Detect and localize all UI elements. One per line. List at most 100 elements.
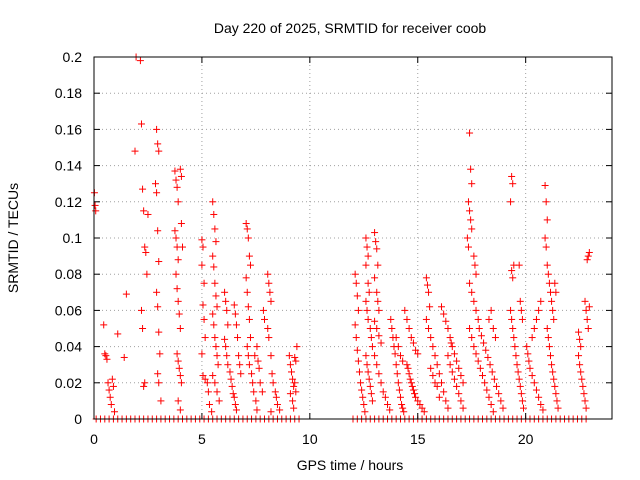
- data-point: [409, 339, 417, 347]
- data-point: [448, 343, 456, 351]
- data-point: [354, 357, 362, 365]
- x-tick-label: 0: [90, 431, 98, 447]
- data-point: [237, 370, 245, 378]
- data-point: [276, 406, 284, 414]
- data-point: [544, 270, 552, 278]
- data-point: [374, 261, 382, 269]
- data-point: [254, 357, 262, 365]
- data-point: [476, 364, 484, 372]
- data-point: [176, 165, 184, 173]
- data-point: [513, 361, 521, 369]
- data-point: [551, 279, 559, 287]
- data-point: [154, 370, 162, 378]
- data-point: [199, 243, 207, 251]
- data-point: [214, 361, 222, 369]
- data-point: [231, 310, 239, 318]
- data-point: [258, 388, 266, 396]
- data-point: [377, 379, 385, 387]
- data-point: [530, 325, 538, 332]
- data-point: [477, 332, 485, 340]
- data-point: [444, 404, 452, 412]
- data-point: [406, 375, 414, 383]
- data-point: [542, 243, 550, 251]
- data-point: [516, 382, 524, 390]
- data-point: [525, 357, 533, 365]
- data-point: [210, 210, 218, 218]
- data-point: [518, 397, 526, 405]
- data-point: [585, 303, 593, 311]
- data-point: [493, 382, 501, 390]
- data-point: [236, 361, 244, 369]
- data-point: [204, 388, 212, 396]
- data-point: [515, 375, 523, 383]
- data-point: [427, 364, 435, 372]
- data-point: [226, 368, 234, 376]
- data-point: [455, 390, 463, 398]
- data-point: [429, 372, 437, 380]
- data-point: [211, 225, 219, 233]
- data-point: [468, 225, 476, 233]
- data-point: [256, 379, 264, 387]
- data-point: [482, 346, 490, 354]
- data-point: [171, 167, 179, 175]
- data-point: [548, 361, 556, 369]
- data-point: [387, 315, 395, 323]
- data-point: [289, 375, 297, 383]
- data-point: [232, 406, 240, 414]
- data-point: [108, 375, 116, 383]
- data-point: [371, 274, 379, 282]
- data-point: [353, 346, 361, 354]
- data-point: [363, 243, 371, 251]
- data-point: [215, 397, 223, 405]
- data-point: [363, 306, 371, 314]
- data-point: [466, 325, 474, 332]
- data-point: [351, 321, 359, 329]
- data-point: [174, 357, 182, 365]
- data-point: [437, 303, 445, 311]
- data-point: [542, 198, 550, 206]
- data-point: [199, 301, 207, 309]
- y-axis-label: SRMTID / TECUs: [5, 183, 21, 293]
- data-point: [398, 401, 406, 409]
- data-point: [244, 234, 252, 242]
- data-point: [523, 343, 531, 351]
- data-point: [552, 288, 560, 296]
- data-point: [140, 382, 148, 390]
- data-point: [528, 334, 536, 342]
- data-point: [548, 297, 556, 305]
- y-tick-label: 0.18: [55, 85, 82, 101]
- data-point: [203, 379, 211, 387]
- data-point: [549, 306, 557, 314]
- data-point: [364, 279, 372, 287]
- data-point: [584, 252, 592, 260]
- data-point: [171, 227, 179, 235]
- data-point: [92, 207, 100, 215]
- data-point: [358, 386, 366, 394]
- data-point: [388, 325, 396, 332]
- data-point: [106, 393, 114, 401]
- data-point: [352, 334, 360, 342]
- data-point: [368, 343, 376, 351]
- data-point: [509, 180, 517, 188]
- data-point: [267, 352, 275, 360]
- data-point: [252, 397, 260, 405]
- data-point: [174, 256, 182, 264]
- data-point: [157, 397, 165, 405]
- data-point: [581, 397, 589, 405]
- data-point: [508, 172, 516, 180]
- data-point: [422, 315, 430, 323]
- data-point: [200, 315, 208, 323]
- data-point: [91, 201, 99, 209]
- data-point: [176, 406, 184, 414]
- data-point: [425, 288, 433, 296]
- data-point: [264, 325, 272, 332]
- data-point: [474, 315, 482, 323]
- data-point: [490, 375, 498, 383]
- y-tick-label: 0.08: [55, 266, 82, 282]
- data-point: [198, 236, 206, 244]
- data-point: [357, 379, 365, 387]
- data-point: [483, 386, 491, 394]
- data-point: [364, 368, 372, 376]
- data-point: [253, 343, 261, 351]
- data-point: [232, 321, 240, 329]
